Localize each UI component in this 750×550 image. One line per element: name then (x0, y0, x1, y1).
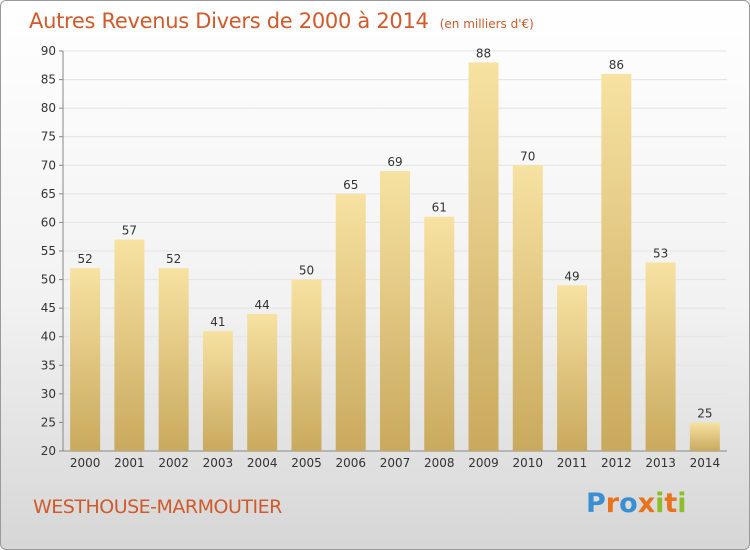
y-tick-label: 50 (41, 273, 56, 287)
logo-letter: i (677, 488, 687, 519)
x-tick-label-2012: 2012 (601, 456, 632, 470)
y-tick-label: 20 (41, 444, 56, 458)
logo-letter: t (664, 488, 678, 519)
value-label-2007: 69 (387, 155, 402, 169)
value-label-2009: 88 (476, 46, 491, 60)
y-tick-label: 65 (41, 187, 56, 201)
logo-letter: r (605, 488, 620, 519)
bar-2006 (335, 193, 366, 451)
bar-2012 (601, 73, 632, 451)
y-tick-label: 80 (41, 101, 56, 115)
y-tick-label: 60 (41, 215, 56, 229)
value-label-2004: 44 (255, 298, 270, 312)
bar-2010 (512, 165, 543, 452)
logo-letter: i (655, 488, 665, 519)
bar-2001 (114, 239, 145, 451)
x-tick-label-2009: 2009 (468, 456, 499, 470)
y-tick-label: 25 (41, 415, 56, 429)
bar-2002 (158, 268, 189, 451)
bar-2013 (645, 262, 676, 451)
y-tick-label: 40 (41, 330, 56, 344)
x-tick-label-2004: 2004 (247, 456, 278, 470)
logo-letter: o (619, 488, 638, 519)
y-tick-label: 30 (41, 387, 56, 401)
value-label-2013: 53 (653, 246, 668, 260)
bar-2011 (557, 285, 588, 451)
bar-2003 (202, 331, 233, 451)
y-tick-label: 35 (41, 358, 56, 372)
proxiti-logo[interactable]: Proxiti (586, 488, 687, 519)
x-tick-label-2001: 2001 (114, 456, 145, 470)
y-tick-label: 85 (41, 73, 56, 87)
value-label-2010: 70 (520, 149, 535, 163)
value-label-2006: 65 (343, 178, 358, 192)
location-name: WESTHOUSE-MARMOUTIER (33, 496, 282, 518)
bar-2007 (380, 171, 410, 451)
value-label-2014: 25 (697, 406, 712, 420)
x-tick-label-2002: 2002 (158, 456, 189, 470)
y-tick-label: 55 (41, 244, 56, 258)
x-tick-label-2013: 2013 (645, 456, 676, 470)
x-tick-label-2003: 2003 (203, 456, 234, 470)
value-label-2003: 41 (210, 315, 225, 329)
x-tick-label-2010: 2010 (513, 456, 544, 470)
x-tick-label-2011: 2011 (557, 456, 588, 470)
value-label-2002: 52 (166, 252, 181, 266)
value-label-2000: 52 (77, 252, 92, 266)
chart-title: Autres Revenus Divers de 2000 à 2014 (29, 9, 429, 33)
x-tick-label-2008: 2008 (424, 456, 455, 470)
value-label-2008: 61 (432, 201, 447, 215)
bars (70, 62, 720, 452)
y-tick-label: 90 (41, 44, 56, 58)
x-tick-label-2005: 2005 (291, 456, 322, 470)
x-tick-label-2006: 2006 (335, 456, 366, 470)
chart-title-block: Autres Revenus Divers de 2000 à 2014 (en… (29, 9, 534, 33)
value-label-2012: 86 (609, 58, 624, 72)
chart-unit: (en milliers d'€) (439, 17, 534, 31)
bar-2014 (689, 422, 720, 451)
value-label-2001: 57 (122, 224, 137, 238)
logo-letter: P (586, 488, 606, 519)
logo-letter: x (637, 488, 656, 519)
x-tick-label-2007: 2007 (380, 456, 411, 470)
x-tick-label-2014: 2014 (690, 456, 721, 470)
y-tick-label: 45 (41, 301, 56, 315)
x-tick-label-2000: 2000 (70, 456, 101, 470)
y-tick-label: 70 (41, 158, 56, 172)
bar-2009 (468, 62, 499, 452)
value-labels: 52 57 52 41 44 50 65 69 61 88 70 49 86 53 25 (77, 46, 712, 420)
bar-2004 (247, 313, 278, 451)
value-label-2005: 50 (299, 264, 314, 278)
bar-2000 (70, 268, 101, 451)
y-tick-labels: 20 25 30 35 40 45 50 55 60 65 70 75 80 85 90 (41, 44, 63, 458)
y-tick-label: 75 (41, 130, 56, 144)
bar-2008 (424, 216, 455, 451)
x-tick-labels: 2000 2001 2002 2003 2004 2005 2006 2007 2008 2009… (70, 456, 720, 470)
value-label-2011: 49 (564, 269, 579, 283)
bar-2005 (291, 279, 322, 451)
